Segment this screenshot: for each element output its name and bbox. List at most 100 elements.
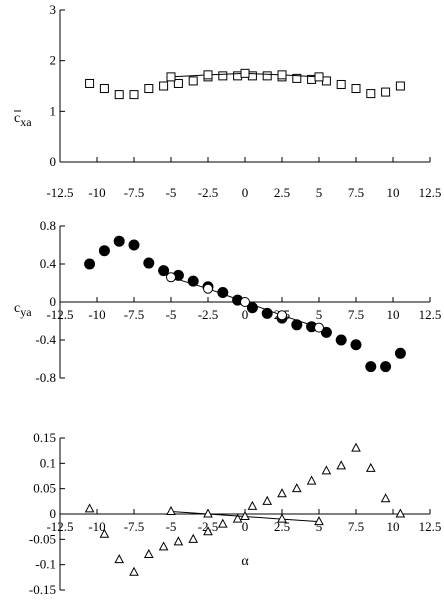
data-point <box>232 513 243 523</box>
data-point <box>366 89 376 99</box>
data-point <box>143 257 155 269</box>
x-tick-label: 5 <box>316 519 323 534</box>
y-tick-label: -0.8 <box>35 370 56 385</box>
chart-cxa: 0 1 2 3 -12.5 -10 -7.5 -5 -2.5 0 2.5 5 7.5 10 12.5 cxa <box>14 2 441 200</box>
data-point <box>351 442 361 452</box>
x-tick-label: 10 <box>387 185 400 200</box>
chart-cza: -0.15 -0.1 -0.05 0 0.05 0.1 0.15 -12.5 -10 -7.5 -5… <box>29 430 441 597</box>
x-tick-label: -12.5 <box>46 185 73 200</box>
data-point <box>321 465 332 475</box>
data-point <box>217 518 228 528</box>
x-tick-label: 0 <box>242 307 249 322</box>
data-point <box>203 70 213 80</box>
x-tick-label: -2.5 <box>198 307 219 322</box>
data-point <box>166 505 176 515</box>
x-tick-label: -10 <box>88 307 105 322</box>
data-point <box>277 488 287 498</box>
data-point <box>395 508 406 518</box>
data-point <box>166 72 176 82</box>
data-point <box>394 347 406 359</box>
x-tick-label: 0 <box>242 185 249 200</box>
x-tick-label: 10 <box>387 519 400 534</box>
y-tick-label: 0.15 <box>33 430 56 445</box>
y-tick-label: 0 <box>50 154 57 169</box>
data-point <box>336 79 346 89</box>
data-point <box>240 510 250 521</box>
y-tick-label: 0.4 <box>40 256 57 271</box>
x-tick-label: -7.5 <box>124 307 145 322</box>
data-point <box>159 81 169 91</box>
data-point <box>218 71 228 81</box>
x-tick-label: 7.5 <box>348 185 364 200</box>
x-tick-label: -10 <box>88 519 105 534</box>
x-tick-label: 12.5 <box>419 185 442 200</box>
data-point <box>277 513 287 523</box>
data-point <box>335 334 347 346</box>
series-1 <box>166 505 324 526</box>
data-point <box>128 239 140 251</box>
x-tick-label: -7.5 <box>124 185 145 200</box>
x-tick-label: 7.5 <box>348 307 364 322</box>
y-axis-label: cxa <box>14 111 32 129</box>
series-1 <box>166 272 324 333</box>
data-point <box>321 76 331 86</box>
x-tick-label: -7.5 <box>124 519 145 534</box>
data-point <box>240 68 250 78</box>
data-point <box>314 72 324 82</box>
data-point <box>314 322 324 333</box>
data-point <box>262 495 273 505</box>
data-point <box>320 326 332 338</box>
y-tick-label: -0.05 <box>29 531 56 546</box>
data-point <box>166 272 176 283</box>
data-point <box>291 483 302 493</box>
data-point <box>84 503 95 513</box>
data-point <box>381 87 391 97</box>
data-point <box>188 533 199 543</box>
y-tick-label: 0 <box>50 506 57 521</box>
data-point <box>173 536 184 546</box>
data-point <box>129 566 139 576</box>
chart-cya: -0.8-0.400.40.8-12.5-10-7.5-5-2.502.557.… <box>14 218 441 385</box>
y-tick-label: 0.8 <box>40 218 56 233</box>
x-tick-label: -5 <box>166 307 177 322</box>
y-tick-label: 0.05 <box>33 481 56 496</box>
data-point <box>129 90 139 100</box>
series-0 <box>85 71 405 100</box>
data-point <box>99 84 109 94</box>
data-point <box>114 554 125 564</box>
data-point <box>365 361 377 373</box>
data-point <box>203 283 213 294</box>
data-point <box>350 339 362 351</box>
data-point <box>144 84 154 94</box>
data-point <box>98 245 110 257</box>
data-point <box>380 361 392 373</box>
y-tick-label: 0 <box>50 294 57 309</box>
data-point <box>292 73 302 83</box>
x-tick-label: 2.5 <box>274 519 290 534</box>
data-point <box>306 475 317 485</box>
data-point <box>380 493 391 503</box>
data-point <box>113 235 125 247</box>
series-0 <box>84 442 406 576</box>
x-axis-label: α <box>241 554 249 569</box>
data-point <box>84 258 96 270</box>
x-tick-label: -10 <box>88 185 105 200</box>
data-point <box>314 516 324 526</box>
x-tick-label: 10 <box>387 307 400 322</box>
data-point <box>158 541 169 551</box>
y-tick-label: 3 <box>50 2 57 17</box>
data-point <box>203 508 213 518</box>
data-point <box>262 71 272 81</box>
y-axis-label: cya <box>14 301 32 319</box>
data-point <box>247 500 258 510</box>
y-tick-label: -0.1 <box>35 557 56 572</box>
data-point <box>395 81 405 91</box>
data-point <box>85 78 95 88</box>
y-tick-label: 1 <box>50 103 57 118</box>
x-tick-label: 7.5 <box>348 519 364 534</box>
data-point <box>173 78 183 88</box>
x-tick-label: -2.5 <box>198 185 219 200</box>
data-point <box>336 460 347 470</box>
data-point <box>277 310 287 321</box>
